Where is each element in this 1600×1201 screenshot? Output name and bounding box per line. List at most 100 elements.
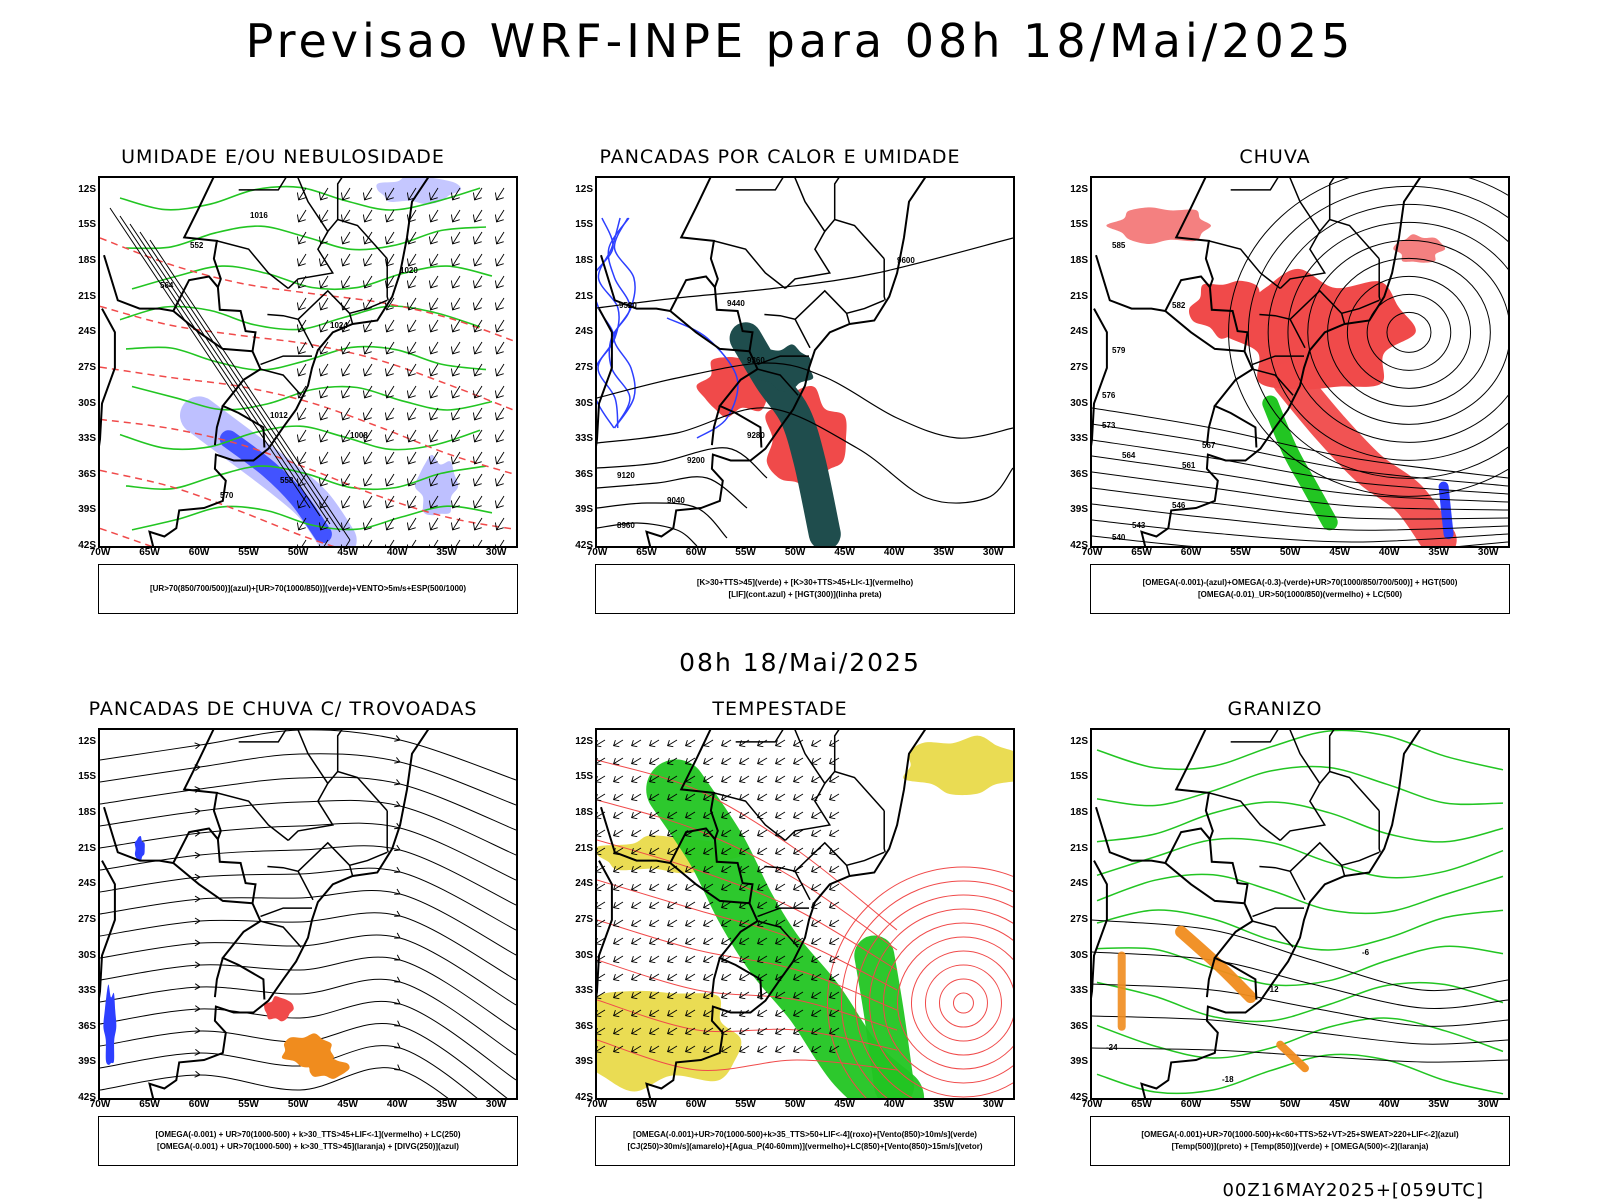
geography-layer [1092, 178, 1422, 546]
state-border [327, 770, 388, 812]
lat-tick-label: 15S [78, 219, 96, 231]
lat-tick-label: 24S [575, 326, 593, 338]
wind-streamline-arrowhead [394, 735, 401, 742]
wind-vector [703, 793, 714, 802]
wind-vector [384, 451, 395, 465]
lat-tick-label: 21S [575, 290, 593, 302]
lon-tick-label: 60W [685, 547, 707, 558]
contour-label: 543 [1132, 521, 1146, 530]
lat-tick-label: 33S [575, 985, 593, 997]
coastline [645, 178, 927, 546]
state-border [833, 730, 840, 772]
wind-streamline-arrowhead [194, 808, 201, 815]
wind-vector [296, 231, 307, 245]
wind-vector [703, 937, 714, 946]
wind-vector [597, 919, 606, 928]
rain-area [1272, 361, 1457, 546]
contour-label: 573 [1102, 421, 1116, 430]
panel-legend: [OMEGA(-0.001)-(azul)+OMEGA(-0.3)-(verde… [1090, 564, 1510, 614]
wind-streamline-arrowhead [394, 866, 401, 873]
wind-vector [406, 451, 417, 465]
lon-tick-label: 30W [1477, 1099, 1499, 1110]
wind-vector [340, 253, 351, 267]
wind-vector [649, 1009, 660, 1018]
state-border [287, 178, 335, 289]
contour-label: 9440 [727, 299, 745, 308]
legend-line: [OMEGA(-0.001) + UR>70(1000-500) + k>30_… [155, 1130, 461, 1139]
hgt-contour [597, 522, 698, 546]
wind-vector [613, 919, 624, 928]
lat-tick-label: 12S [575, 183, 593, 195]
wind-vector [739, 1045, 750, 1054]
temp850-contour [1096, 981, 1504, 1023]
lon-tick-label: 45W [337, 1099, 358, 1110]
wind-vector [631, 757, 642, 766]
wind-vector [472, 407, 483, 421]
country-border [600, 254, 716, 313]
hgt500-contour [1287, 221, 1508, 443]
lon-tick-label: 70W [586, 547, 608, 558]
state-border [1279, 730, 1327, 841]
contour-label: 1024 [330, 321, 348, 330]
wind-vector [494, 253, 505, 267]
state-border [1378, 810, 1381, 853]
wind-vector [811, 1009, 822, 1018]
wind-vector [340, 473, 351, 487]
contour-label: 570 [220, 491, 234, 500]
coastline [1140, 178, 1422, 546]
state-border [1252, 920, 1294, 948]
country-border [213, 957, 224, 998]
wind-streamline [100, 934, 516, 1006]
lon-tick-label: 40W [1378, 1099, 1400, 1110]
wind-vector [494, 539, 505, 546]
wind-vector [597, 847, 606, 856]
lon-tick-label: 70W [1081, 1099, 1103, 1110]
wind-vector [406, 429, 417, 443]
wind-vector [450, 275, 461, 289]
wind-vector [450, 341, 461, 355]
state-border [1208, 792, 1281, 841]
wind-vector [793, 793, 804, 802]
state-border [735, 178, 784, 191]
pressure-contour [149, 239, 351, 541]
state-border [1230, 178, 1279, 191]
state-border [238, 178, 287, 191]
wind-vector [318, 539, 329, 546]
lat-tick-label: 42S [1070, 1092, 1088, 1103]
wind-vector [649, 793, 660, 802]
wind-vector [811, 937, 822, 946]
wind-vector [685, 919, 696, 928]
contour-label: 9040 [667, 496, 685, 505]
temp500-contour [1092, 919, 1508, 992]
lat-tick-label: 27S [1070, 361, 1088, 373]
lc850-streamline [924, 964, 1002, 1042]
wind-vector [428, 363, 439, 377]
hgt500-contour [1092, 407, 1508, 479]
wind-vector [450, 407, 461, 421]
wind-vector [739, 1027, 750, 1036]
wind-streamline-arrowhead [194, 851, 201, 859]
wind-vector [613, 865, 624, 874]
wind-vector [472, 363, 483, 377]
legend-line: [CJ(250)>30m/s](amarelo)+[Agua_P(40-60mm… [627, 1142, 983, 1151]
hgt500-contour [1386, 311, 1432, 353]
lat-tick-label: 15S [1070, 219, 1088, 231]
wind-vector [667, 775, 678, 784]
lat-tick-label: 21S [575, 842, 593, 854]
wind-vector [793, 1027, 804, 1036]
wind-vector [739, 829, 750, 838]
wind-vector [340, 429, 351, 443]
wind-vector [721, 991, 732, 1000]
wind-vector [685, 757, 696, 766]
wind-vector [340, 385, 351, 399]
lat-tick-label: 42S [1070, 540, 1088, 551]
wind-vector [811, 973, 822, 982]
lat-tick-label: 36S [78, 1020, 96, 1032]
hgt500-contour [1092, 487, 1508, 520]
country-border [172, 310, 253, 353]
wind-vector [613, 955, 624, 964]
temp850-contour [1096, 801, 1504, 843]
wind-vector [685, 739, 696, 748]
temp500-contour [1092, 983, 1508, 1027]
forecast-map: 1016 1020 1024 1012 1008 570 564 558 552 [98, 176, 518, 548]
